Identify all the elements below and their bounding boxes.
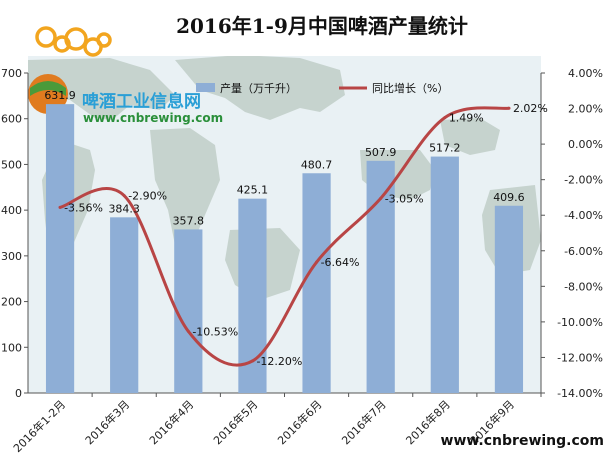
line-point bbox=[186, 329, 190, 333]
bar-value-label: 409.6 bbox=[493, 191, 525, 204]
map-landmass bbox=[150, 128, 220, 250]
bar bbox=[174, 229, 203, 393]
logo-ring-icon bbox=[64, 27, 88, 51]
bar-value-label: 631.9 bbox=[44, 89, 76, 102]
bar-value-label: 517.2 bbox=[429, 142, 461, 155]
line-value-label: -12.20% bbox=[256, 355, 302, 368]
bar bbox=[302, 173, 331, 393]
bar-value-label: 425.1 bbox=[237, 184, 269, 197]
line-point bbox=[250, 359, 254, 363]
bar bbox=[494, 205, 524, 393]
y-right-tick-label: 2.00% bbox=[568, 103, 603, 116]
logo-globe-band-icon bbox=[30, 81, 66, 96]
watermark-url: www.cnbrewing.com bbox=[83, 111, 223, 125]
bar-value-label: 384.3 bbox=[108, 202, 140, 215]
map-landmass bbox=[175, 55, 345, 120]
footer-url: www.cnbrewing.com bbox=[441, 433, 604, 449]
y-right-tick-label: -10.00% bbox=[557, 316, 603, 329]
logo-ring-icon bbox=[35, 26, 57, 48]
y-left-tick-label: 500 bbox=[1, 158, 22, 171]
legend: 产量（万千升） 同比增长（%） bbox=[196, 81, 448, 95]
y-left-tick-label: 200 bbox=[1, 296, 22, 309]
y-right-tick-label: -2.00% bbox=[564, 174, 603, 187]
line-value-label: 1.49% bbox=[449, 112, 484, 125]
data-labels: 631.9 384.3 357.8 425.1 480.7 507.9 517.2 409.6… bbox=[44, 89, 548, 368]
y-right-tick-label: -4.00% bbox=[564, 209, 603, 222]
y-right-tick-label: 0.00% bbox=[568, 138, 603, 151]
line-value-label: -3.05% bbox=[385, 192, 424, 205]
line-value-label: -10.53% bbox=[192, 325, 238, 338]
y-right-tick-label: -8.00% bbox=[564, 280, 603, 293]
legend-bar-label: 产量（万千升） bbox=[220, 81, 297, 95]
growth-rate-line bbox=[58, 106, 511, 367]
y-right-tick-label: 4.00% bbox=[568, 67, 603, 80]
chart-title: 2016年1-9月中国啤酒产量统计 bbox=[176, 14, 468, 38]
bar-value-label: 357.8 bbox=[173, 214, 205, 227]
y-left-tick-label: 400 bbox=[1, 204, 22, 217]
line-point bbox=[443, 116, 447, 120]
watermark-name: 啤酒工业信息网 bbox=[82, 91, 201, 112]
bar bbox=[110, 217, 139, 393]
y-right-tick-label: -14.00% bbox=[557, 387, 603, 400]
line-value-label: -6.64% bbox=[321, 256, 360, 269]
map-landmass bbox=[440, 118, 500, 155]
line-point bbox=[507, 106, 511, 110]
y-left-tick-label: 700 bbox=[1, 67, 22, 80]
legend-bar-swatch bbox=[196, 83, 215, 92]
bar bbox=[45, 104, 75, 393]
line-series bbox=[58, 106, 511, 367]
map-landmass bbox=[28, 58, 175, 120]
bar bbox=[430, 156, 459, 393]
y-left-tick-label: 0 bbox=[15, 387, 22, 400]
line-value-label: -3.56% bbox=[64, 201, 103, 214]
line-value-label: 2.02% bbox=[513, 102, 548, 115]
bar-value-label: 507.9 bbox=[365, 146, 397, 159]
logo-ring-icon bbox=[96, 32, 112, 48]
y-right-tick-label: -12.00% bbox=[557, 351, 603, 364]
legend-line-label: 同比增长（%） bbox=[372, 81, 448, 95]
line-point bbox=[315, 260, 319, 264]
line-value-label: -2.90% bbox=[128, 190, 167, 203]
line-point bbox=[58, 205, 62, 209]
line-point bbox=[379, 196, 383, 200]
y-left-tick-label: 100 bbox=[1, 341, 22, 354]
y-right-tick-label: -6.00% bbox=[564, 245, 603, 258]
line-point bbox=[122, 194, 126, 198]
bar-value-label: 480.7 bbox=[301, 158, 333, 171]
y-left-tick-label: 600 bbox=[1, 113, 22, 126]
y-left-tick-label: 300 bbox=[1, 250, 22, 263]
